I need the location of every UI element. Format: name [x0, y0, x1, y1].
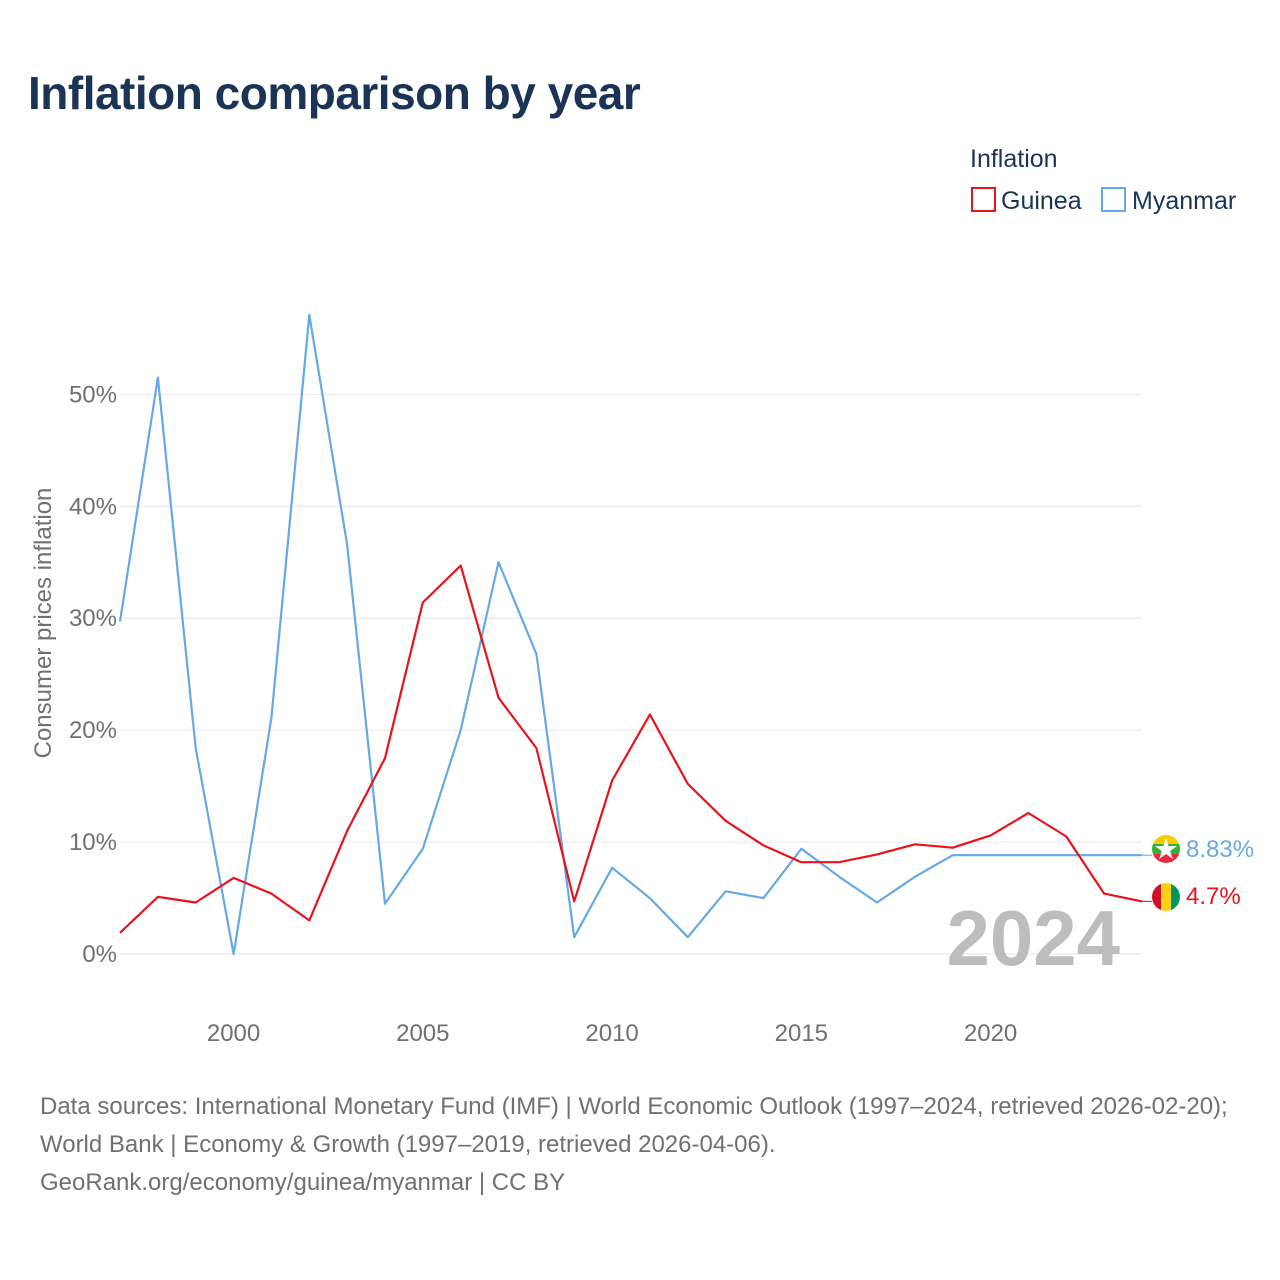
x-axis-ticks: 2000 2005 2010 2015 2020 — [207, 1020, 1017, 1047]
chart-title: Inflation comparison by year — [28, 67, 641, 119]
legend-title: Inflation — [970, 145, 1058, 173]
gridlines — [120, 393, 1142, 955]
legend-swatch-guinea — [971, 187, 996, 212]
legend: Inflation Guinea Myanmar — [970, 145, 1236, 215]
y-tick-label: 50% — [69, 381, 117, 408]
x-tick-label: 2000 — [207, 1020, 260, 1047]
y-axis-label: Consumer prices inflation — [30, 488, 57, 759]
line-chart: 0% 10% 20% 30% 40% 50% 2000 2005 2010 2015 2020 C… — [30, 145, 1254, 1047]
y-tick-label: 10% — [69, 829, 117, 856]
series-line-myanmar — [118, 313, 1142, 956]
year-watermark: 2024 — [946, 894, 1120, 982]
source-link[interactable]: GeoRank.org/economy/guinea/myanmar | CC … — [40, 1169, 566, 1196]
x-tick-label: 2010 — [585, 1020, 638, 1047]
sources-text: Data sources: International Monetary Fun… — [40, 1093, 1228, 1158]
legend-swatch-myanmar — [1101, 187, 1126, 212]
legend-label-myanmar: Myanmar — [1132, 187, 1236, 215]
myanmar-flag-icon — [1152, 835, 1180, 863]
series-lines — [118, 313, 1152, 956]
data-sources-footer: Data sources: International Monetary Fun… — [40, 1088, 1250, 1202]
legend-label-guinea: Guinea — [1001, 187, 1082, 215]
guinea-flag-icon — [1152, 883, 1180, 911]
y-tick-label: 0% — [82, 941, 117, 968]
y-tick-label: 20% — [69, 717, 117, 744]
x-tick-label: 2005 — [396, 1020, 449, 1047]
guinea-end-value: 4.7% — [1186, 883, 1241, 910]
y-axis-ticks: 0% 10% 20% 30% 40% 50% — [69, 381, 117, 968]
x-tick-label: 2015 — [775, 1020, 828, 1047]
x-tick-label: 2020 — [964, 1020, 1017, 1047]
y-tick-label: 40% — [69, 493, 117, 520]
y-tick-label: 30% — [69, 605, 117, 632]
series-line-guinea — [119, 564, 1143, 934]
myanmar-end-value: 8.83% — [1186, 836, 1254, 863]
